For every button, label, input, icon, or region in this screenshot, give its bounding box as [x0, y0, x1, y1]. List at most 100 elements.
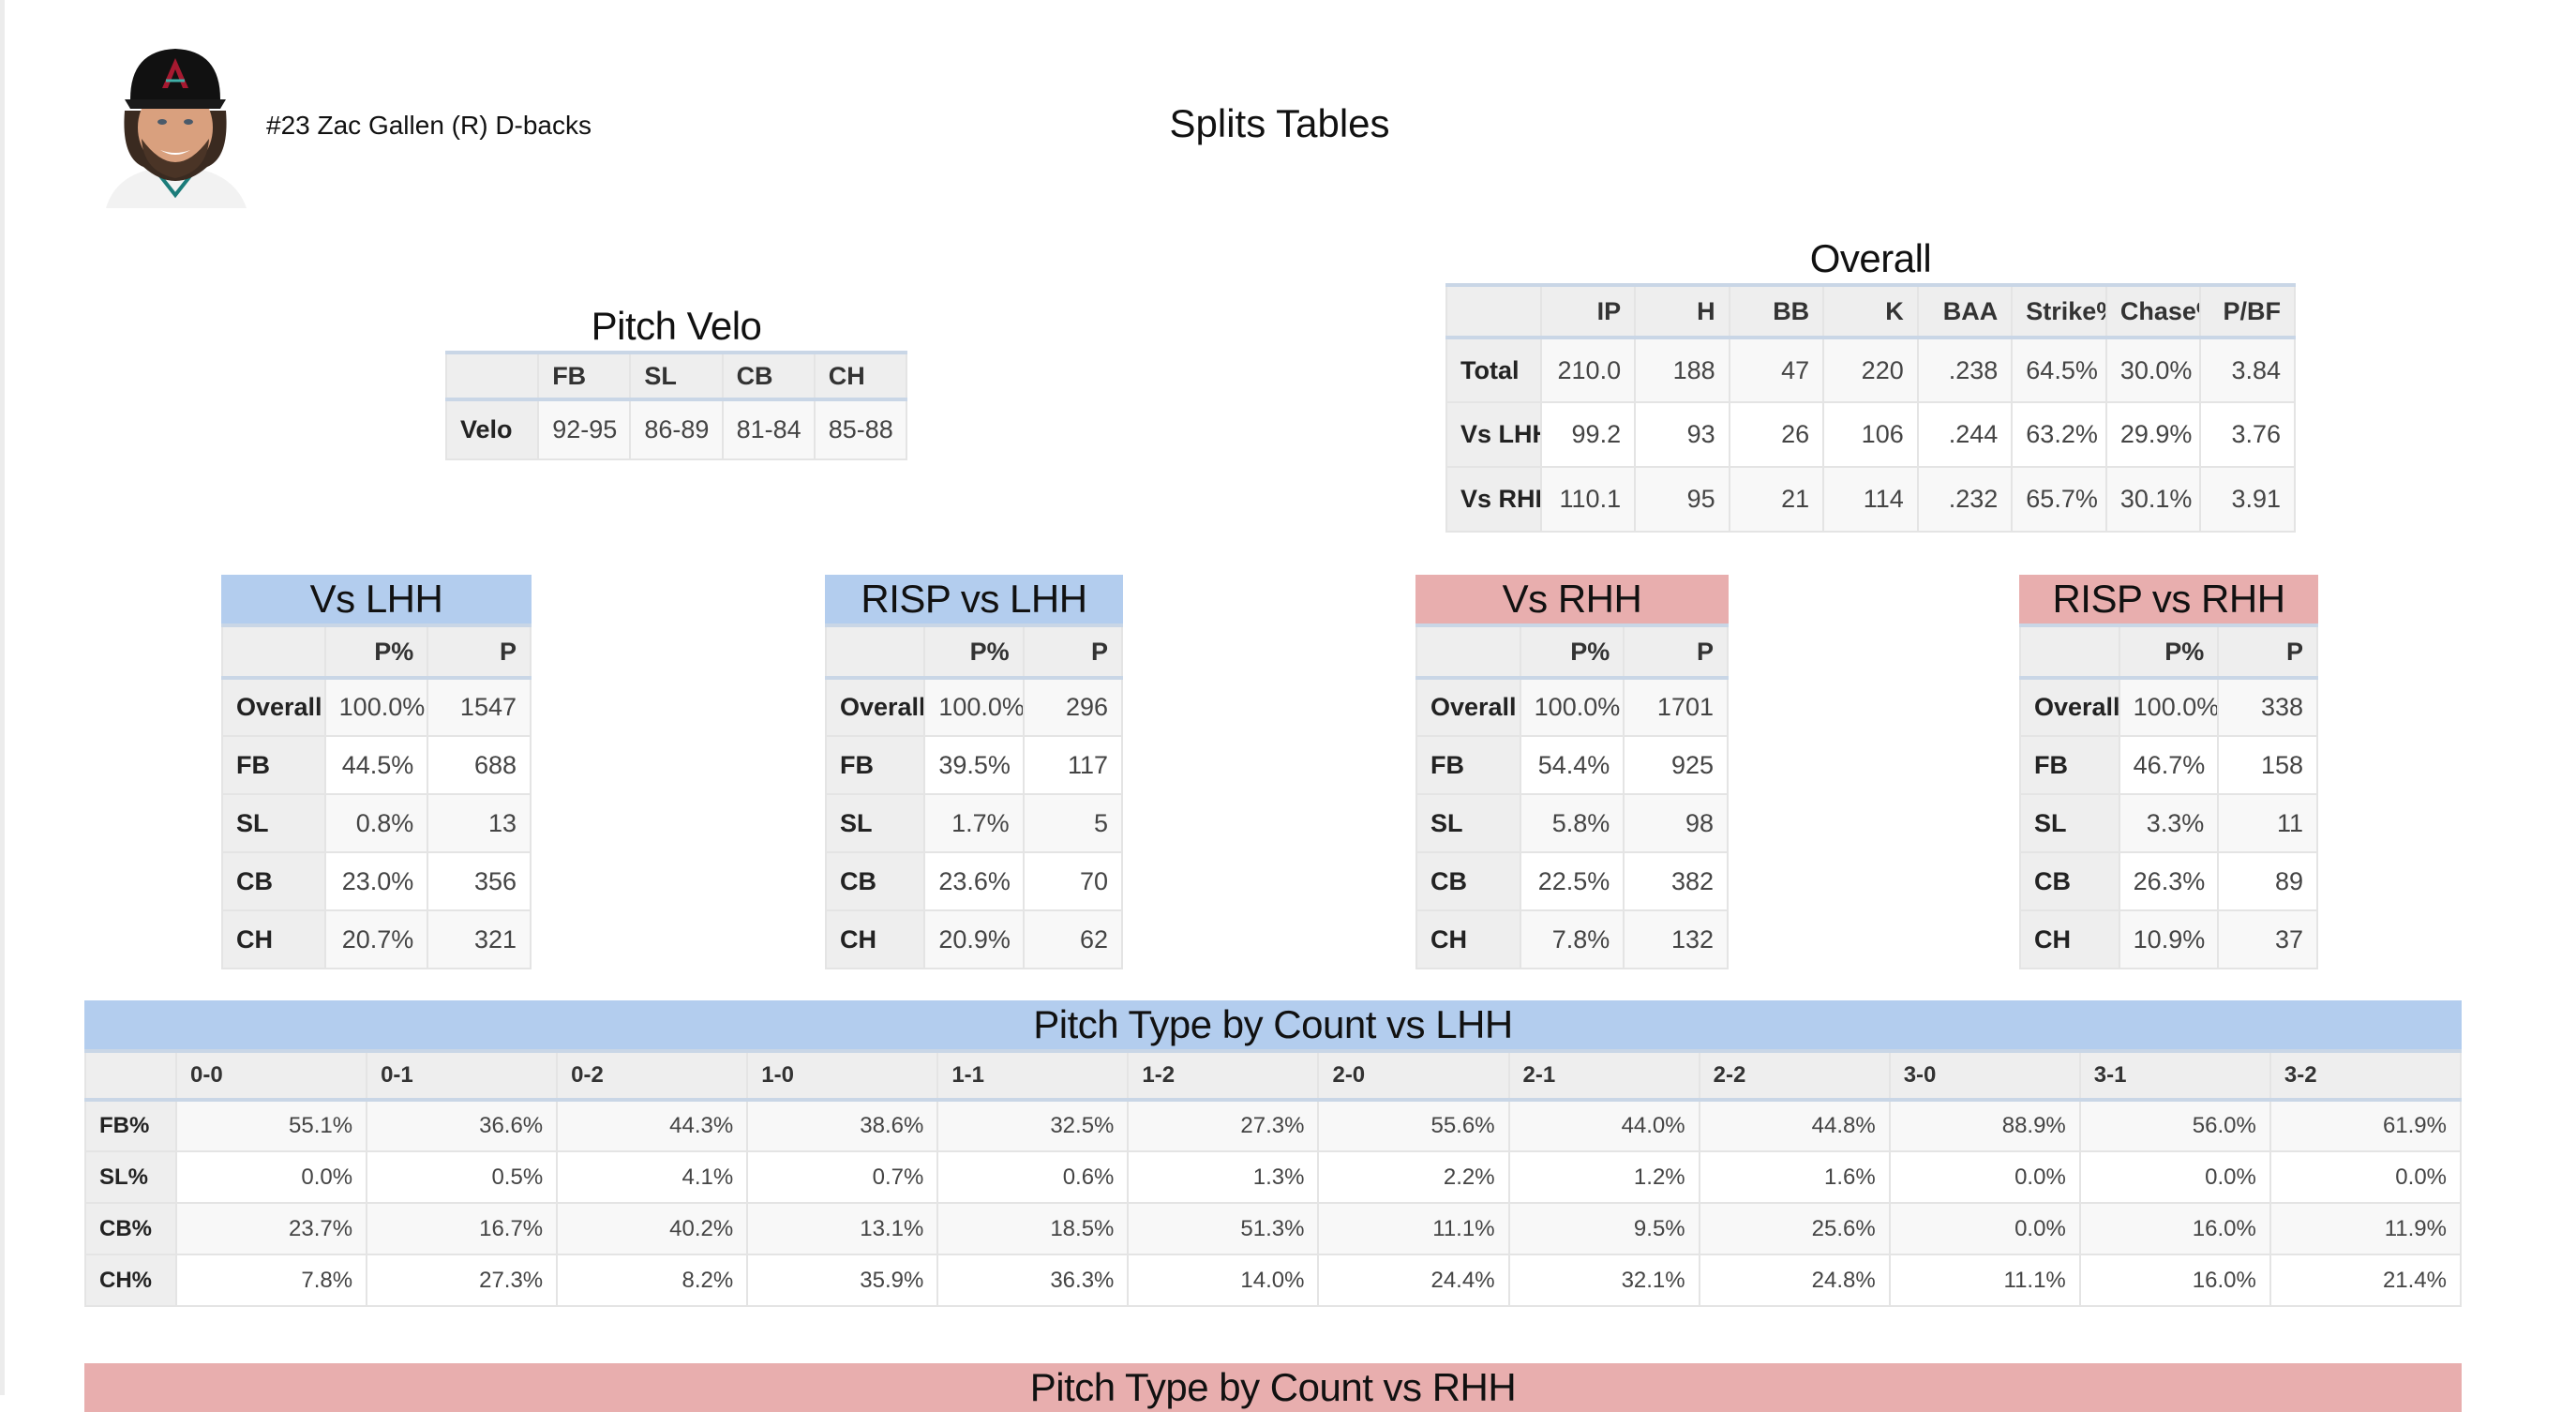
- table-row: Overall 100.0% 1547: [221, 677, 532, 737]
- table-cell: 1.7%: [923, 793, 1025, 853]
- column-header: [84, 1049, 177, 1102]
- count-vs-lhh-table: 0-0 0-1 0-2 1-0 1-1 1-2 2-0 2-1 2-2 3-0 3-1 3-2 FB% 5…: [84, 1049, 2463, 1307]
- table-cell: 36.3%: [936, 1254, 1130, 1307]
- table-cell: 70: [1022, 851, 1124, 911]
- table-cell: 7.8%: [1519, 909, 1625, 969]
- column-header: IP: [1539, 283, 1637, 339]
- row-label: CH%: [84, 1254, 177, 1307]
- column-header: CB: [721, 351, 816, 401]
- table-row: Total 210.0 188 47 220.238 64.5% 30.0% 3.84: [1445, 337, 2296, 403]
- table-cell: 44.3%: [556, 1099, 749, 1152]
- table-row: SL% 0.0% 0.5% 4.1% 0.7% 0.6% 1.3% 2.2% 1.2% 1.6% 0…: [84, 1150, 2463, 1204]
- table-cell: 1.2%: [1507, 1150, 1700, 1204]
- table-cell: 99.2: [1539, 401, 1637, 468]
- table-cell: 30.1%: [2104, 466, 2202, 533]
- table-cell: 296: [1022, 677, 1124, 737]
- table-row: Overall 100.0% 296: [824, 677, 1124, 737]
- row-label: SL: [221, 793, 326, 853]
- table-cell: 100.0%: [923, 677, 1025, 737]
- table-cell: 20.9%: [923, 909, 1025, 969]
- table-row: CB 23.6% 70: [824, 851, 1124, 911]
- table-cell: 382: [1623, 851, 1729, 911]
- column-header: SL: [629, 351, 724, 401]
- table-cell: 18.5%: [936, 1202, 1130, 1255]
- table-cell: 9.5%: [1507, 1202, 1700, 1255]
- table-row: FB 44.5% 688: [221, 735, 532, 795]
- table-cell: 0.0%: [2269, 1150, 2463, 1204]
- table-cell: 16.7%: [366, 1202, 559, 1255]
- table-cell: 47: [1728, 337, 1825, 403]
- row-label: CB: [2019, 851, 2120, 911]
- table-cell: 37: [2217, 909, 2318, 969]
- player-headshot: [97, 45, 254, 208]
- table-cell: 29.9%: [2104, 401, 2202, 468]
- column-header: 1-0: [746, 1049, 939, 1102]
- table-cell: 0.8%: [323, 793, 429, 853]
- table-cell: 117: [1022, 735, 1124, 795]
- table-row: CB 23.0% 356: [221, 851, 532, 911]
- table-row: SL 1.7% 5: [824, 793, 1124, 853]
- column-header: P: [2217, 623, 2318, 680]
- table-cell: 30.0%: [2104, 337, 2202, 403]
- split-table: P% P Overall 100.0% 296 FB 39.5% 117 SL 1.7% 5 CB 23…: [824, 623, 1124, 969]
- table-cell: 44.8%: [1698, 1099, 1891, 1152]
- table-cell: 64.5%: [2011, 337, 2107, 403]
- column-header: FB: [537, 351, 632, 401]
- table-cell: 35.9%: [746, 1254, 939, 1307]
- header-row: FB SL CB CH: [444, 351, 908, 401]
- count-vs-rhh-title: Pitch Type by Count vs RHH: [84, 1363, 2462, 1412]
- row-label: CB: [824, 851, 926, 911]
- row-label: Velo: [444, 398, 540, 460]
- table-cell: 100.0%: [1519, 677, 1625, 737]
- table-cell: 24.4%: [1317, 1254, 1510, 1307]
- table-cell: 95: [1634, 466, 1730, 533]
- split-table: P% P Overall 100.0% 1547 FB 44.5% 688 SL 0.8% 13 CB…: [221, 623, 532, 969]
- table-cell: 4.1%: [556, 1150, 749, 1204]
- table-cell: 188: [1634, 337, 1730, 403]
- table-cell: 32.1%: [1507, 1254, 1700, 1307]
- table-cell: 0.5%: [366, 1150, 559, 1204]
- table-cell: 23.0%: [323, 851, 429, 911]
- table-cell: 0.0%: [1888, 1202, 2081, 1255]
- table-cell: 55.1%: [174, 1099, 368, 1152]
- player-name: #23 Zac Gallen (R) D-backs: [266, 111, 592, 140]
- table-cell: 24.8%: [1698, 1254, 1891, 1307]
- column-header: [1445, 283, 1542, 339]
- overall-table: IPHBBKBAAStrike%Chase%P/BFTotal210.01884…: [1445, 283, 2296, 533]
- row-label: Vs RHH: [1445, 466, 1542, 533]
- column-header: H: [1634, 283, 1730, 339]
- split-vs-lhh: Vs LHH P% P Overall 100.0% 1547 FB 44.5% 688 SL 0…: [221, 575, 532, 969]
- table-cell: 46.7%: [2118, 735, 2220, 795]
- column-header: [221, 623, 326, 680]
- table-cell: 1.3%: [1127, 1150, 1320, 1204]
- table-cell: 8.2%: [556, 1254, 749, 1307]
- row-label: CH: [2019, 909, 2120, 969]
- column-header: BB: [1728, 283, 1825, 339]
- table-cell: 1547: [427, 677, 532, 737]
- table-cell: 27.3%: [1127, 1099, 1320, 1152]
- split-title: RISP vs RHH: [2019, 575, 2318, 623]
- table-cell: 1.6%: [1698, 1150, 1891, 1204]
- table-cell: 44.0%: [1507, 1099, 1700, 1152]
- table-cell: 11.1%: [1317, 1202, 1510, 1255]
- split-title: Vs RHH: [1415, 575, 1729, 623]
- table-cell: 356: [427, 851, 532, 911]
- row-label: FB: [2019, 735, 2120, 795]
- row-label: FB: [221, 735, 326, 795]
- column-header: P: [1022, 623, 1124, 680]
- table-cell: 92-95: [537, 398, 632, 460]
- table-cell: 688: [427, 735, 532, 795]
- table-cell: 93: [1634, 401, 1730, 468]
- table-row: SL 0.8% 13: [221, 793, 532, 853]
- table-cell: 16.0%: [2078, 1202, 2271, 1255]
- table-cell: 89: [2217, 851, 2318, 911]
- table-cell: 25.6%: [1698, 1202, 1891, 1255]
- table-cell: 5.8%: [1519, 793, 1625, 853]
- table-cell: 27.3%: [366, 1254, 559, 1307]
- table-cell: 925: [1623, 735, 1729, 795]
- table-cell: 3.76: [2199, 401, 2296, 468]
- table-cell: 13.1%: [746, 1202, 939, 1255]
- row-label: CH: [824, 909, 926, 969]
- table-cell: 100.0%: [323, 677, 429, 737]
- table-cell: 22.5%: [1519, 851, 1625, 911]
